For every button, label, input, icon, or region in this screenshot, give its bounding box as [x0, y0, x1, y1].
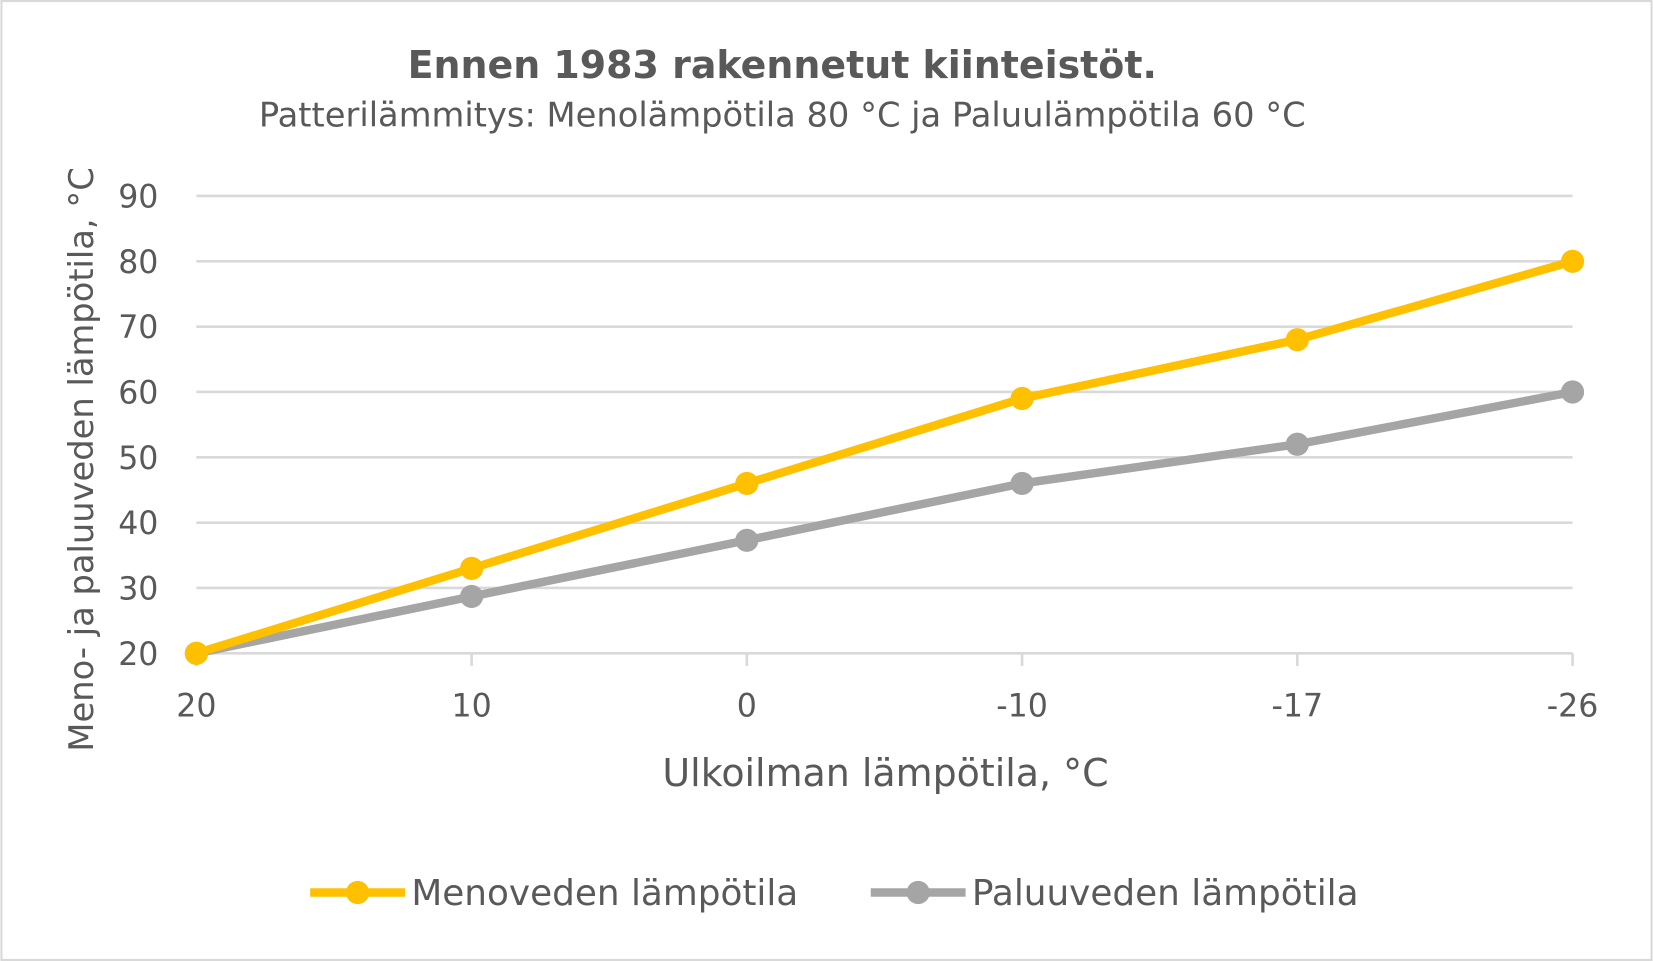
chart-title: Ennen 1983 rakennetut kiinteistöt.: [408, 43, 1157, 87]
y-tick-label: 30: [118, 572, 158, 608]
series-line: [195, 257, 1574, 658]
legend-marker: [906, 880, 930, 905]
data-point: [1010, 471, 1034, 496]
legend-label: Paluuveden lämpötila: [972, 873, 1359, 914]
series-line: [195, 387, 1574, 658]
y-tick-label: 70: [118, 310, 158, 346]
legend-label: Menoveden lämpötila: [411, 873, 798, 914]
data-point: [460, 584, 484, 609]
x-axis-label: Ulkoilman lämpötila, °C: [662, 751, 1108, 795]
data-point: [460, 556, 484, 580]
data-point: [184, 641, 208, 665]
x-tick-label: 10: [451, 689, 491, 725]
legend-marker: [346, 880, 370, 905]
data-point: [735, 528, 759, 552]
y-axis-label: Meno- ja paluuveden lämpötila, °C: [62, 167, 101, 751]
x-tick-label: -26: [1547, 689, 1599, 725]
y-tick-label: 80: [118, 245, 158, 281]
y-tick-label: 90: [118, 180, 158, 216]
y-tick-label: 40: [118, 506, 158, 542]
y-tick-label: 50: [118, 441, 158, 477]
data-point: [1285, 328, 1309, 352]
chart-subtitle: Patterilämmitys: Menolämpötila 80 °C ja …: [259, 95, 1306, 134]
y-tick-label: 20: [118, 637, 158, 673]
data-point: [1560, 380, 1585, 404]
x-tick-label: -17: [1271, 689, 1323, 725]
x-tick-label: -10: [996, 689, 1048, 725]
y-tick-label: 60: [118, 376, 158, 412]
x-tick-label: 0: [737, 689, 757, 725]
data-point: [1285, 432, 1309, 456]
data-point: [1010, 386, 1034, 411]
x-tick-label: 20: [176, 689, 216, 725]
data-point: [735, 471, 759, 496]
data-point: [1560, 249, 1585, 273]
